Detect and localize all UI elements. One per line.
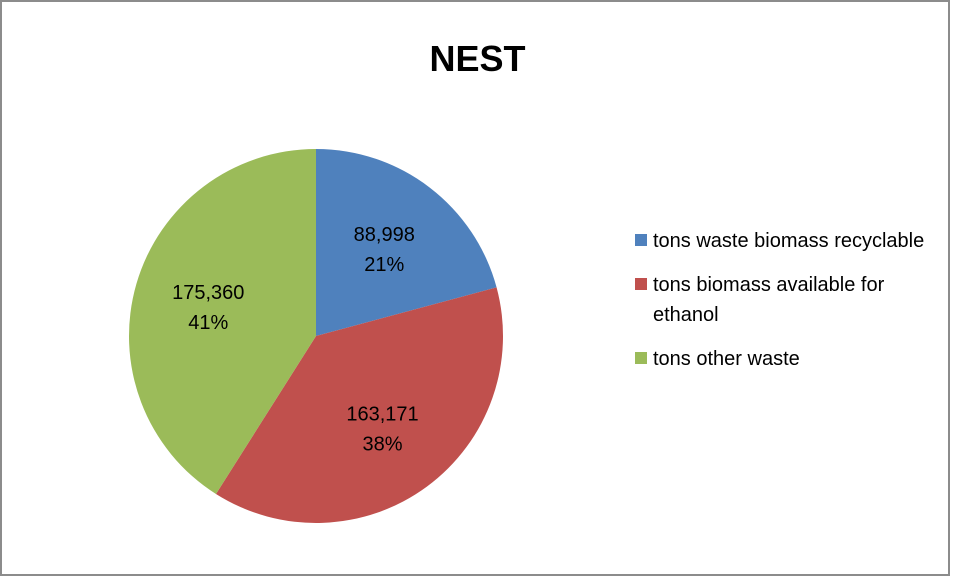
legend-item-recyclable: tons waste biomass recyclable bbox=[635, 226, 945, 256]
data-label-percent-recyclable: 21% bbox=[364, 254, 404, 276]
legend: tons waste biomass recyclable tons bioma… bbox=[635, 226, 945, 388]
legend-label-ethanol: tons biomass available for ethanol bbox=[653, 274, 885, 326]
pie-slice-ethanol bbox=[215, 287, 503, 523]
pie-slice-other-waste bbox=[129, 149, 316, 494]
pie-slice-recyclable bbox=[316, 149, 497, 336]
data-label-value-other-waste: 175,360 bbox=[172, 282, 244, 304]
data-label-value-ethanol: 163,171 bbox=[346, 403, 418, 425]
data-label-value-recyclable: 88,998 bbox=[354, 224, 415, 246]
legend-swatch-recyclable bbox=[635, 234, 647, 246]
data-label-percent-other-waste: 41% bbox=[188, 312, 228, 334]
legend-item-other-waste: tons other waste bbox=[635, 344, 945, 374]
data-label-percent-ethanol: 38% bbox=[363, 433, 403, 455]
legend-label-recyclable: tons waste biomass recyclable bbox=[653, 230, 925, 252]
legend-label-other-waste: tons other waste bbox=[653, 348, 800, 370]
chart-title: NEST bbox=[429, 38, 526, 79]
legend-swatch-other-waste bbox=[635, 352, 647, 364]
legend-swatch-ethanol bbox=[635, 278, 647, 290]
legend-item-ethanol: tons biomass available for ethanol bbox=[635, 270, 945, 330]
